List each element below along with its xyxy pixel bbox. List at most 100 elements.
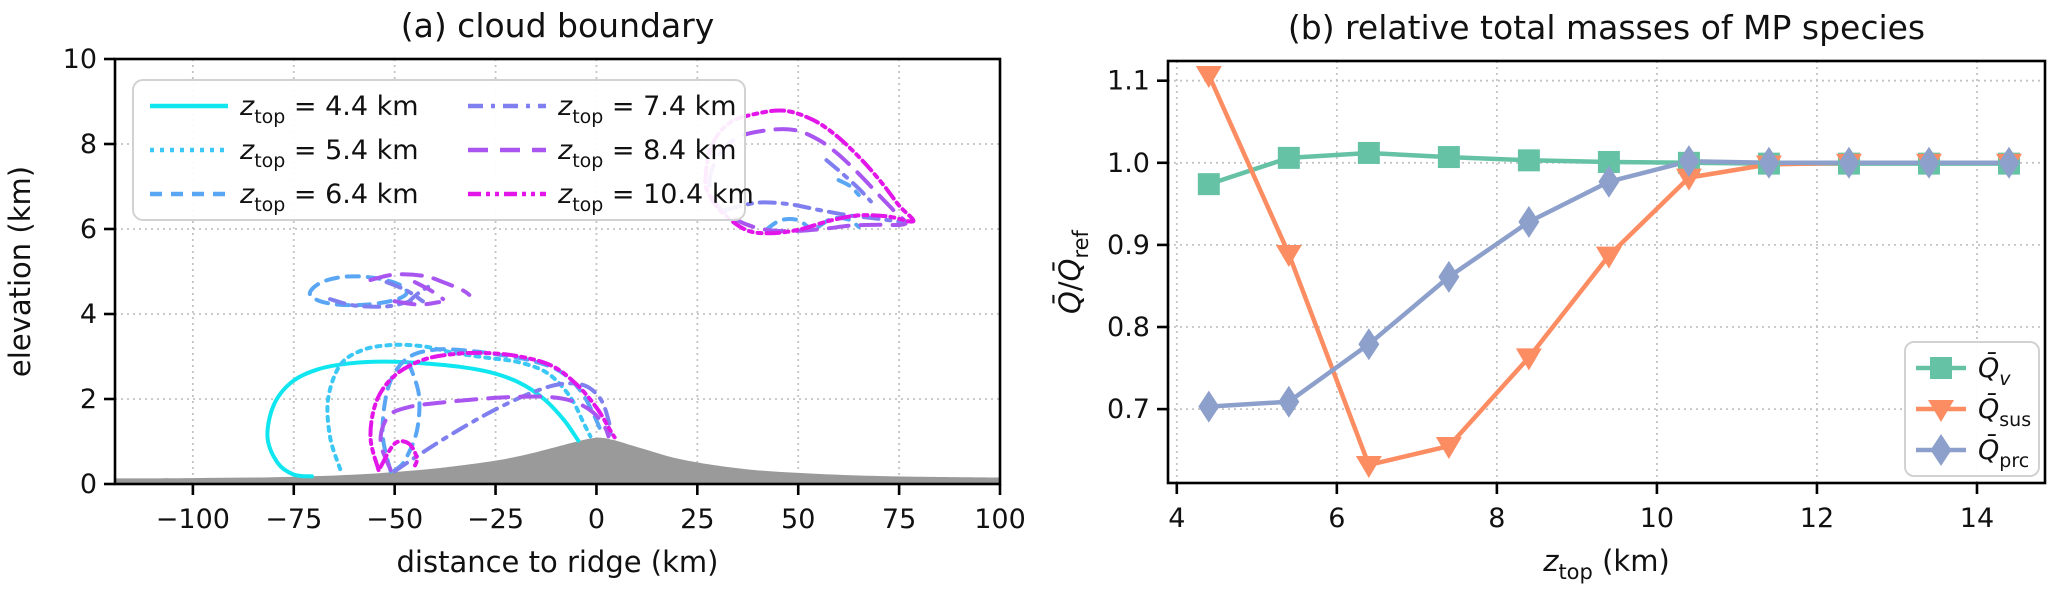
x-tick-label: 6	[1328, 503, 1345, 534]
legend-label: Q̄prc	[1978, 434, 2029, 472]
text-segment: distance to ridge (km)	[397, 545, 719, 579]
text-segment: v	[1999, 368, 2011, 390]
text-segment: ref	[1069, 229, 1093, 258]
cloud-boundary-path	[392, 299, 442, 307]
square-marker	[1197, 173, 1220, 196]
square-marker	[1277, 146, 1300, 169]
series-markers	[1198, 145, 2020, 423]
cloud-boundary-path	[265, 359, 581, 479]
y-axis-label: Q̄/Q̄ref	[1053, 229, 1093, 314]
text-segment: top	[572, 106, 603, 128]
square-legend-marker	[1930, 357, 1952, 379]
text-segment: top	[1558, 560, 1592, 584]
cloud-boundary-path	[412, 280, 446, 302]
panel-b: 4 6 8 10 12 14 0.7 0.8 0.9 1.0 1.1 (b) relative tot…	[1053, 8, 2047, 584]
series-line	[1206, 74, 2009, 468]
diamond-marker	[1918, 146, 1940, 179]
y-tick-label: 4	[80, 299, 97, 330]
text-segment: Q̄	[1978, 434, 1999, 466]
text-segment: z	[557, 179, 573, 210]
x-tick-label: 50	[781, 504, 815, 535]
x-tick-label: 4	[1168, 503, 1185, 534]
y-tick-label: 0.8	[1107, 312, 1150, 343]
legend-label: ztop = 5.4 km	[239, 135, 419, 172]
cloud-boundary-path	[378, 394, 611, 472]
text-segment: z	[239, 91, 255, 122]
text-segment: Q̄	[1053, 291, 1087, 314]
text-segment: (a) cloud boundary	[401, 6, 715, 45]
x-tick-label: 14	[1960, 503, 1994, 534]
square-marker	[1517, 149, 1540, 172]
panel-a: −100 −75 −50 −25 0 25 50 75 100 0 2 4 6 8 10 (a) cloud …	[3, 6, 1026, 579]
diamond-legend-marker	[1930, 434, 1952, 466]
text-segment: elevation (km)	[3, 166, 37, 377]
text-segment: prc	[1999, 450, 2029, 472]
text-segment: z	[557, 135, 573, 166]
contour-74	[328, 158, 908, 474]
legend-panel-a: z top = 4.4 km ztop = 5.4 km z top = 6.4 km z…	[132, 79, 754, 221]
cloud-boundary-path	[723, 200, 908, 225]
y-axis-label: elevation (km)	[3, 166, 37, 377]
contour-104	[368, 108, 916, 472]
square-marker	[1597, 150, 1620, 173]
diamond-marker	[1678, 145, 1700, 178]
panel-title: (b) relative total masses of MP species	[1288, 8, 1925, 47]
diamond-marker	[1278, 385, 1300, 418]
series-line	[1208, 158, 2009, 409]
legend-label: Q̄v	[1978, 352, 2011, 390]
x-tick-label: −50	[366, 504, 423, 535]
text-segment: = 5.4 km	[285, 135, 418, 166]
cloud-boundary-path	[404, 283, 433, 306]
x-tick-label: 12	[1800, 503, 1834, 534]
y-tick-label: 0.9	[1107, 230, 1150, 261]
legend-label: Q̄sus	[1978, 393, 2031, 431]
y-tick-label: 0	[80, 469, 97, 500]
y-tick-label: 8	[80, 129, 97, 160]
cloud-boundary-path	[824, 158, 873, 204]
cloud-boundary-path	[368, 272, 472, 297]
x-axis-label: distance to ridge (km)	[397, 545, 719, 579]
x-tick-label: −25	[467, 504, 524, 535]
diamond-marker	[1358, 328, 1380, 361]
y-tick-label: 1.0	[1107, 148, 1150, 179]
cloud-boundary-path	[763, 216, 811, 232]
diamond-marker	[1758, 146, 1780, 179]
text-segment: Q̄	[1978, 393, 1999, 425]
legend-label: ztop = 7.4 km	[557, 91, 737, 128]
text-segment: = 7.4 km	[603, 91, 736, 122]
triangle-down-marker	[1595, 246, 1622, 269]
text-segment: z	[1542, 544, 1559, 578]
cloud-boundary-path	[703, 108, 916, 236]
diamond-marker	[1598, 165, 1620, 198]
contour-44	[265, 359, 581, 479]
tick-marks	[1157, 79, 1979, 494]
diamond-marker	[1518, 205, 1540, 238]
diamond-marker	[1198, 390, 1220, 423]
axes-spines	[113, 57, 1002, 486]
x-tick-label: 8	[1488, 503, 1505, 534]
diamond-marker	[1998, 146, 2020, 179]
square-marker	[1357, 141, 1380, 164]
legend-label: ztop = 10.4 km	[557, 179, 754, 216]
diamond-marker	[1838, 146, 1860, 179]
triangle-down-legend-marker	[1928, 400, 1954, 422]
text-segment: top	[254, 150, 285, 172]
triangle-down-marker	[1675, 168, 1702, 191]
text-segment: z	[239, 179, 255, 210]
series-markers	[1195, 65, 2022, 478]
triangle-down-marker	[1195, 65, 1222, 88]
text-segment: = 4.4 km	[285, 91, 418, 122]
text-segment: = 10.4 km	[603, 179, 753, 210]
y-tick-label: 10	[63, 44, 97, 75]
tick-labels: 4 6 8 10 12 14 0.7 0.8 0.9 1.0 1.1	[1107, 66, 1994, 534]
cloud-boundary-path	[392, 381, 613, 474]
triangle-down-marker	[1515, 348, 1542, 371]
y-tick-label: 2	[80, 384, 97, 415]
y-tick-label: 1.1	[1107, 66, 1150, 97]
cloud-boundary-path	[378, 439, 419, 472]
x-tick-label: −75	[265, 504, 322, 535]
diamond-marker	[1438, 260, 1460, 293]
text-segment: = 6.4 km	[285, 179, 418, 210]
text-segment: /	[1053, 281, 1087, 291]
x-tick-label: 0	[588, 504, 605, 535]
